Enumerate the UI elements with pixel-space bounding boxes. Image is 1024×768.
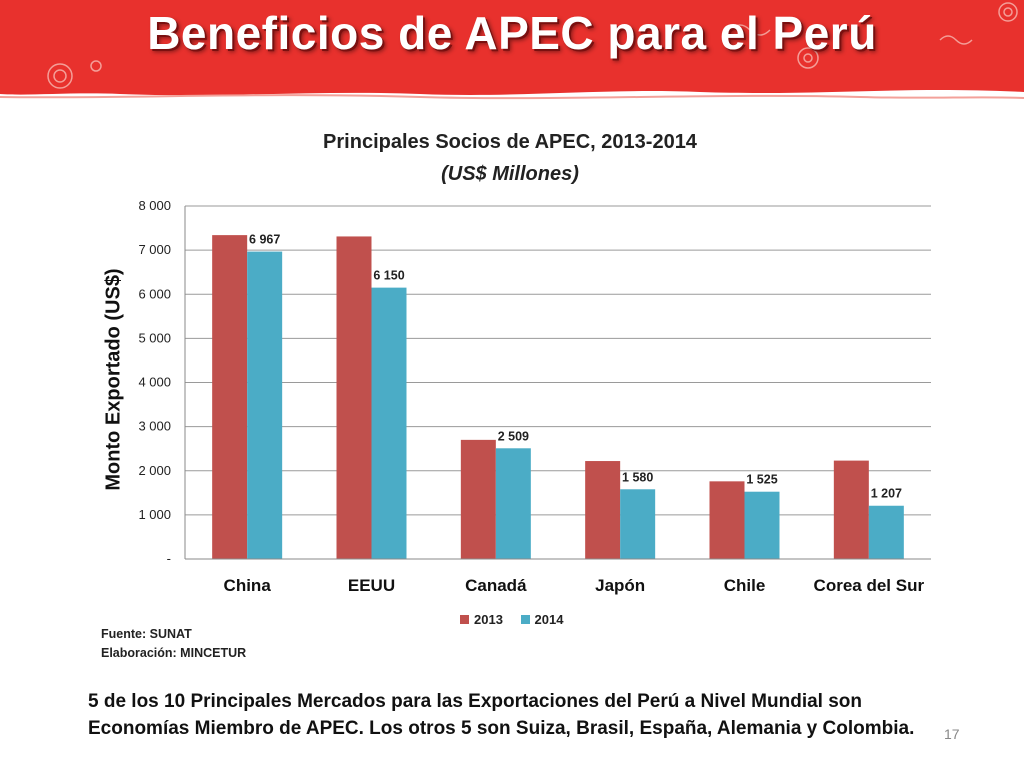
bar-2014-5	[744, 491, 780, 559]
data-label: 2 509	[498, 429, 529, 443]
y-tick-label: 7 000	[138, 242, 171, 257]
page-number: 17	[944, 726, 960, 742]
source-note: Fuente: SUNAT Elaboración: MINCETUR	[101, 625, 246, 663]
x-tick-label: Chile	[724, 576, 766, 595]
x-tick-label: China	[224, 576, 272, 595]
y-tick-label: 1 000	[138, 507, 171, 522]
elaboration-line: Elaboración: MINCETUR	[101, 646, 247, 660]
data-label: 1 525	[746, 473, 777, 487]
legend: 2013 2014	[460, 612, 577, 627]
x-tick-label: Japón	[595, 576, 645, 595]
bar-2013-5	[709, 481, 745, 559]
footnote-text: 5 de los 10 Principales Mercados para la…	[88, 688, 948, 742]
bar-2014-2	[371, 287, 407, 559]
chart-title-main: Principales Socios de APEC, 2013-2014	[323, 131, 697, 153]
y-tick-label: 3 000	[138, 419, 171, 434]
bar-2014-4	[620, 489, 656, 559]
chart-title: Principales Socios de APEC, 2013-2014 (U…	[210, 126, 810, 190]
legend-swatch-2013	[460, 615, 469, 625]
title-banner	[0, 0, 1024, 110]
bar-2013-4	[585, 461, 621, 559]
y-tick-label: 5 000	[138, 330, 171, 345]
y-tick-label: 2 000	[138, 463, 171, 478]
y-tick-label: 4 000	[138, 375, 171, 390]
bar-2014-6	[868, 505, 904, 559]
bar-2013-1	[212, 235, 248, 559]
data-label: 1 580	[622, 470, 653, 484]
y-tick-label: -	[167, 551, 171, 566]
x-tick-label: Canadá	[465, 576, 527, 595]
legend-swatch-2014	[520, 615, 530, 625]
source-line: Fuente: SUNAT	[101, 627, 192, 641]
x-tick-label: Corea del Sur	[814, 576, 925, 595]
legend-label-2014: 2014	[534, 612, 564, 627]
bar-2014-1	[247, 251, 283, 560]
bar-2013-3	[460, 439, 496, 559]
data-label: 6 967	[249, 233, 280, 247]
legend-item-2013: 2013	[460, 612, 503, 627]
bar-2014-3	[495, 448, 531, 559]
data-label: 6 150	[373, 269, 404, 283]
y-tick-label: 6 000	[138, 286, 171, 301]
footnote-line-1: 5 de los 10 Principales Mercados para la…	[88, 691, 863, 712]
legend-item-2014: 2014	[520, 612, 564, 627]
slide-title: Beneficios de APEC para el Perú	[147, 7, 877, 59]
y-tick-label: 8 000	[138, 198, 171, 213]
data-label: 1 207	[871, 487, 902, 501]
x-tick-label: EEUU	[348, 576, 395, 595]
bar-2013-2	[336, 236, 372, 560]
bar-2013-6	[833, 460, 869, 559]
legend-label-2013: 2013	[474, 612, 503, 627]
footnote-line-2: Economías Miembro de APEC. Los otros 5 s…	[88, 718, 915, 739]
chart-subtitle: (US$ Millones)	[441, 163, 579, 185]
